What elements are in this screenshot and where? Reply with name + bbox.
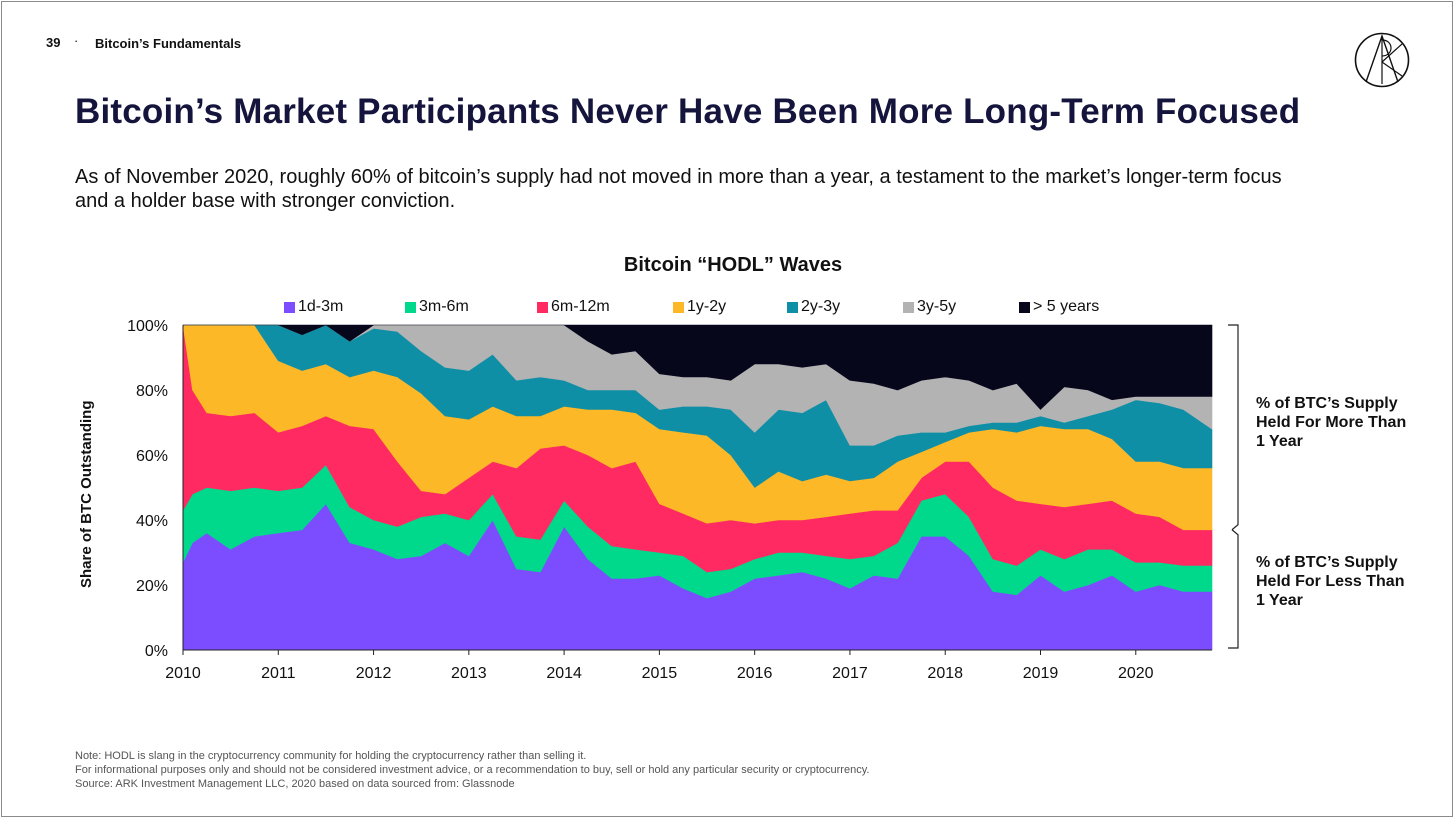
x-tick-label: 2011 xyxy=(261,665,296,682)
ark-logo-icon xyxy=(1354,32,1410,88)
y-tick-label: 40% xyxy=(136,513,168,530)
legend-label: 1y-2y xyxy=(687,298,727,315)
legend-label: 1d-3m xyxy=(298,298,344,315)
legend-item: > 5 years xyxy=(1019,298,1099,316)
header-separator: · xyxy=(74,33,79,48)
x-tick-label: 2013 xyxy=(451,665,487,682)
legend-swatch xyxy=(903,301,914,313)
x-tick-label: 2010 xyxy=(165,665,201,682)
legend-item: 1d-3m xyxy=(284,298,343,316)
annotation-more-than-1-year: % of BTC’s Supply Held For More Than 1 Y… xyxy=(1256,395,1407,450)
x-tick-label: 2017 xyxy=(832,665,868,682)
footnote-hodl: Note: HODL is slang in the cryptocurrenc… xyxy=(75,750,587,762)
bracket-less-than-1-year xyxy=(1228,529,1239,649)
annotation-less-than-1-year: % of BTC’s Supply Held For Less Than 1 Y… xyxy=(1256,554,1405,609)
y-tick-label: 100% xyxy=(127,318,168,335)
page-title: Bitcoin’s Market Participants Never Have… xyxy=(75,92,1301,131)
legend-label: 2y-3y xyxy=(801,298,841,315)
legend-label: 3y-5y xyxy=(917,298,957,315)
legend-item: 3m-6m xyxy=(405,298,469,316)
x-tick-label: 2016 xyxy=(737,665,773,682)
x-tick-label: 2019 xyxy=(1023,665,1059,682)
page-subtitle: As of November 2020, roughly 60% of bitc… xyxy=(75,166,1282,212)
footnotes: Note: HODL is slang in the cryptocurrenc… xyxy=(75,749,869,791)
legend-label: 6m-12m xyxy=(551,298,610,315)
legend-swatch xyxy=(284,301,295,313)
legend-item: 3y-5y xyxy=(903,298,956,316)
x-tick-label: 2020 xyxy=(1118,665,1154,682)
x-tick-label: 2012 xyxy=(356,665,392,682)
x-tick-label: 2018 xyxy=(927,665,963,682)
footnote-source: Source: ARK Investment Management LLC, 2… xyxy=(75,778,515,790)
legend-swatch xyxy=(1019,301,1030,313)
bracket-more-than-1-year xyxy=(1228,324,1239,531)
legend-label: 3m-6m xyxy=(419,298,469,315)
legend-item: 6m-12m xyxy=(537,298,610,316)
legend-swatch xyxy=(405,301,416,313)
y-tick-label: 60% xyxy=(136,448,168,465)
footnote-disclaimer: For informational purposes only and shou… xyxy=(75,764,870,776)
y-tick-label: 80% xyxy=(136,383,168,400)
y-tick-label: 20% xyxy=(136,578,168,595)
legend-swatch xyxy=(673,301,684,313)
legend-item: 1y-2y xyxy=(673,298,726,316)
chart-title: Bitcoin “HODL” Waves xyxy=(623,254,843,276)
legend-item: 2y-3y xyxy=(787,298,840,316)
y-tick-label: 0% xyxy=(145,643,168,660)
legend-label: > 5 years xyxy=(1033,298,1100,315)
x-tick-label: 2015 xyxy=(642,665,678,682)
page-number: 39 xyxy=(46,35,61,50)
x-tick-label: 2014 xyxy=(546,665,582,682)
section-title: Bitcoin’s Fundamentals xyxy=(95,36,242,51)
legend-swatch xyxy=(537,301,548,313)
legend-swatch xyxy=(787,301,798,313)
area-series-5-years xyxy=(183,324,1213,410)
